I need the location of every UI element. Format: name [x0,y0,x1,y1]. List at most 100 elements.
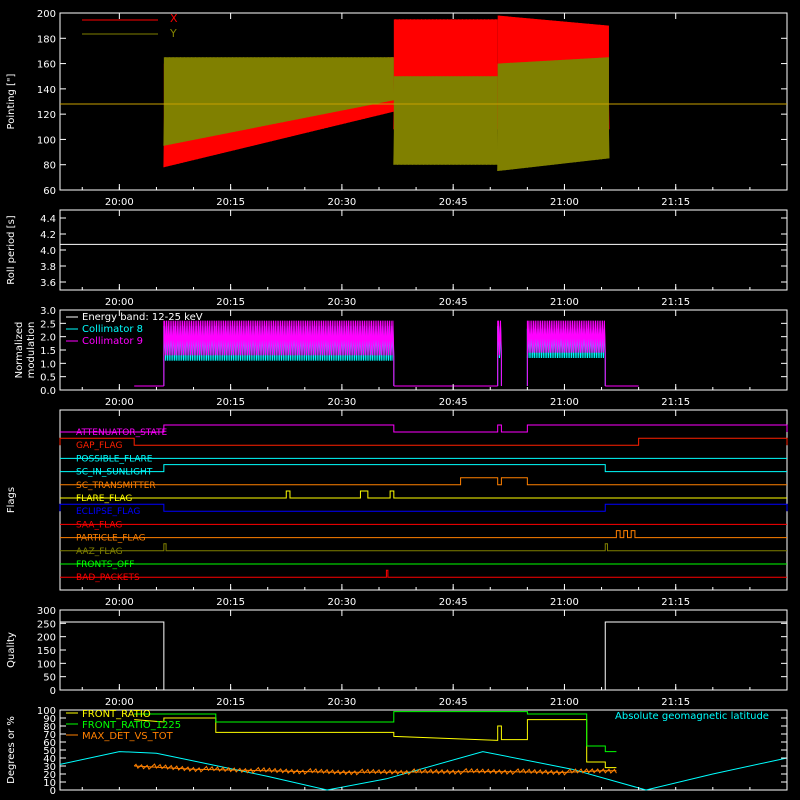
panel-2-ytick-label-1: 0.5 [40,373,56,384]
ratio-annotation-latitude: Absolute geomagnetic latitude [615,711,769,722]
panel-1-xtick-label-4: 21:00 [550,297,579,308]
panel-5-ytick-label-2: 20 [43,770,56,781]
panel-0-xtick-label-3: 20:45 [439,197,468,208]
panel-2-xtick-label-5: 21:15 [661,397,690,408]
flag-line-sc-in-sunlight [60,464,787,473]
panel-4-xtick-label-0: 20:00 [105,697,134,708]
panel-5-ytick-label-4: 40 [43,754,56,765]
flag-label-eclipse-flag: ECLIPSE_FLAG [76,507,140,517]
ratio-series-front-ratio-1225 [134,711,617,753]
panel-5-ytick-label-3: 30 [43,762,56,773]
panel-0-xtick-label-0: 20:00 [105,197,134,208]
panel-4-ytick-label-4: 200 [37,633,56,644]
panel-2-ytick-label-0: 0.0 [40,386,56,397]
modulation-collimator-9-series-2 [526,320,606,353]
panel-4-ytick-label-3: 150 [37,646,56,657]
panel-5-ytick-label-0: 0 [50,786,56,797]
modulation-ylabel-line-2: modulation [26,322,37,379]
panel-3-xtick-label-2: 20:30 [327,597,356,608]
panel-0-xtick-label-2: 20:30 [327,197,356,208]
panel-4-xtick-label-5: 21:15 [661,697,690,708]
panel-4-ytick-label-1: 50 [43,673,56,684]
panel-4-ytick-label-0: 0 [50,686,56,697]
panel-4-ytick-label-6: 300 [37,606,56,617]
ratio-legend-label-1: FRONT_RATIO_1225 [82,720,181,731]
panel-0-ytick-label-4: 140 [37,85,56,96]
panel-5-ytick-label-7: 70 [43,730,56,741]
panel-1-xtick-label-3: 20:45 [439,297,468,308]
flag-line-gap-flag [59,437,788,446]
panel-2-xtick-label-3: 20:45 [439,397,468,408]
panel-2-xtick-label-0: 20:00 [105,397,134,408]
panel-2-ytick-label-3: 1.5 [40,346,56,357]
panel-1-ytick-label-0: 3.6 [40,278,56,289]
flag-label-particle-flag: PARTICLE_FLAG [76,534,146,544]
panel-4-ytick-label-2: 100 [37,659,56,670]
flag-line-flare-flag [60,490,787,499]
panel-5-ytick-label-1: 10 [43,778,56,789]
panel-0-ytick-label-2: 100 [37,135,56,146]
panel-4-xtick-label-1: 20:15 [216,697,245,708]
panel-2-xtick-label-2: 20:30 [327,397,356,408]
panel-3-ylabel: Flags [6,487,17,513]
panel-3-xtick-label-5: 21:15 [661,597,690,608]
pointing-legend-y-label: Y [169,27,177,40]
quality-series [60,621,787,691]
panel-5-ytick-label-8: 80 [43,722,56,733]
panel-1-ylabel: Roll period [s] [6,215,17,284]
panel-0-ytick-label-1: 80 [43,161,56,172]
panel-4-xtick-label-3: 20:45 [439,697,468,708]
panel-1-xtick-label-1: 20:15 [216,297,245,308]
panel-0-ylabel: Pointing ["] [6,73,17,129]
panel-3-xtick-label-1: 20:15 [216,597,245,608]
pointing-y-series-2 [497,57,610,172]
ratio-series-max-det-noise [133,763,617,776]
panel-0-ytick-label-0: 60 [43,186,56,197]
pointing-legend-x-label: X [170,12,178,25]
panel-1-ytick-label-2: 4.0 [40,246,56,257]
panel-2-ytick-label-2: 1.0 [40,359,56,370]
flag-label-sc-in-sunlight: SC_IN_SUNLIGHT [76,468,153,478]
ratio-legend-label-2: MAX_DET_VS_TOT [82,731,174,742]
panel-4-ytick-label-5: 250 [37,619,56,630]
panel-2-xtick-label-1: 20:15 [216,397,245,408]
panel-2-ytick-label-4: 2.0 [40,333,56,344]
panel-0-ytick-label-5: 160 [37,60,56,71]
panel-0-ytick-label-3: 120 [37,110,56,121]
panel-1-frame [59,209,788,291]
panel-0-xtick-label-1: 20:15 [216,197,245,208]
panel-0-ytick-label-6: 180 [37,34,56,45]
panel-0-frame [59,12,788,191]
flag-line-sc-transmitter [60,477,787,486]
panel-5-ylabel: Degrees or % [6,716,17,784]
ratio-series-absolute-geomagnetic-latitude [59,751,788,791]
panel-1-ytick-label-3: 4.2 [40,230,56,241]
modulation-legend-label-1: Collimator 8 [82,324,143,335]
flag-line-eclipse-flag [59,503,788,512]
flag-label-aaz-flag: AAZ_FLAG [76,547,123,557]
flag-line-attenuator-state [60,424,788,433]
panel-1-ytick-label-1: 3.8 [40,262,56,273]
modulation-legend-label-0: Energy band: 12-25 keV [82,312,203,323]
panel-4-ylabel: Quality [6,632,17,668]
panel-1-xtick-label-5: 21:15 [661,297,690,308]
pointing-y-series-0 [163,57,395,146]
panel-4-xtick-label-2: 20:30 [327,697,356,708]
flag-label-attenuator-state: ATTENUATOR_STATE [76,428,168,438]
ratio-series-front-ratio [134,717,617,769]
panel-5-ytick-label-6: 60 [43,738,56,749]
panel-1-ytick-label-4: 4.4 [40,214,56,225]
flag-label-possible-flare: POSSIBLE_FLARE [76,454,153,464]
panel-2-xtick-label-4: 21:00 [550,397,579,408]
panel-1-xtick-label-2: 20:30 [327,297,356,308]
panel-3-xtick-label-0: 20:00 [105,597,134,608]
modulation-collimator-9-series-0 [163,320,395,356]
panel-5-ytick-label-5: 50 [43,746,56,757]
panel-3-xtick-label-3: 20:45 [439,597,468,608]
modulation-collimator-9-series-1 [497,320,502,356]
panel-0-ytick-label-7: 200 [37,9,56,20]
flag-label-flare-flag: FLARE_FLAG [76,494,132,504]
panel-5-ytick-label-9: 90 [43,714,56,725]
panel-3-xtick-label-4: 21:00 [550,597,579,608]
